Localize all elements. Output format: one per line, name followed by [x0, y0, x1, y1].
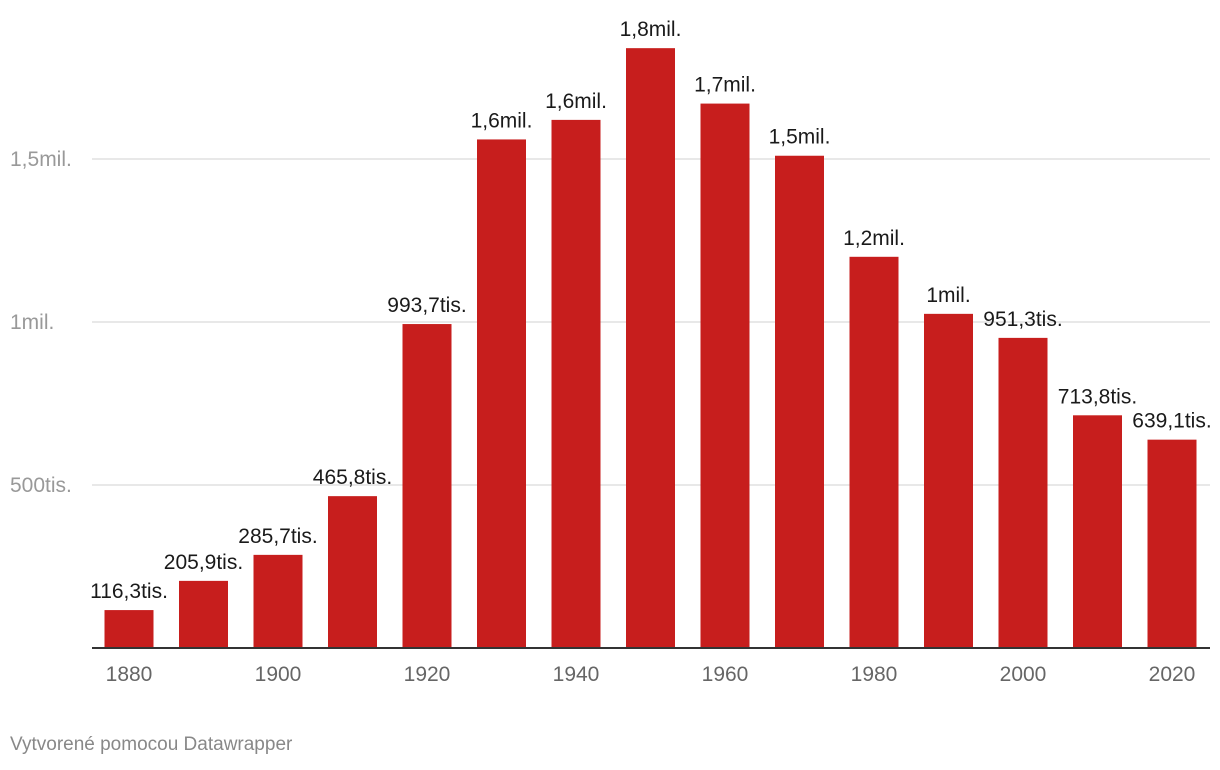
- data-label: 116,3tis.: [90, 580, 168, 603]
- data-label: 1,8mil.: [620, 18, 682, 41]
- data-label: 1,5mil.: [769, 126, 831, 149]
- bar: [775, 155, 824, 649]
- bar: [1147, 439, 1197, 648]
- bar: [924, 313, 973, 648]
- data-label: 205,9tis.: [164, 551, 243, 574]
- data-label: 285,7tis.: [238, 525, 317, 548]
- bar: [998, 337, 1048, 648]
- x-tick-label: 1880: [106, 663, 153, 686]
- bar: [551, 119, 601, 648]
- bar: [477, 139, 526, 648]
- bar: [253, 554, 303, 648]
- data-label: 951,3tis.: [983, 308, 1062, 331]
- bar: [700, 103, 750, 648]
- y-tick-label: 1mil.: [10, 311, 54, 334]
- data-label: 465,8tis.: [313, 466, 392, 489]
- y-tick-label: 500tis.: [10, 474, 72, 497]
- bar: [1073, 415, 1122, 648]
- data-label: 713,8tis.: [1058, 385, 1137, 408]
- footer-credit: Vytvorené pomocou Datawrapper: [10, 734, 293, 755]
- data-label: 1,7mil.: [694, 74, 756, 97]
- data-label: 1mil.: [926, 284, 970, 307]
- bar: [849, 256, 899, 648]
- bar-chart: 500tis. 1mil. 1,5mil. 116,3tis. 205,9tis. 285…: [10, 18, 1212, 686]
- x-tick-label: 1900: [255, 663, 302, 686]
- bar: [626, 48, 675, 649]
- bar: [328, 496, 377, 648]
- x-tick-label: 1940: [553, 663, 600, 686]
- bar: [104, 610, 154, 648]
- data-label: 1,6mil.: [471, 109, 533, 132]
- data-label: 993,7tis.: [387, 294, 466, 317]
- x-tick-label: 2000: [1000, 663, 1047, 686]
- x-tick-label: 2020: [1149, 663, 1196, 686]
- bar: [402, 324, 452, 648]
- bar: [179, 580, 228, 648]
- x-tick-label: 1960: [702, 663, 749, 686]
- data-label: 1,2mil.: [843, 227, 905, 250]
- data-label: 639,1tis.: [1132, 410, 1211, 433]
- x-tick-label: 1980: [851, 663, 898, 686]
- x-tick-label: 1920: [404, 663, 451, 686]
- y-tick-label: 1,5mil.: [10, 148, 72, 171]
- data-label: 1,6mil.: [545, 90, 607, 113]
